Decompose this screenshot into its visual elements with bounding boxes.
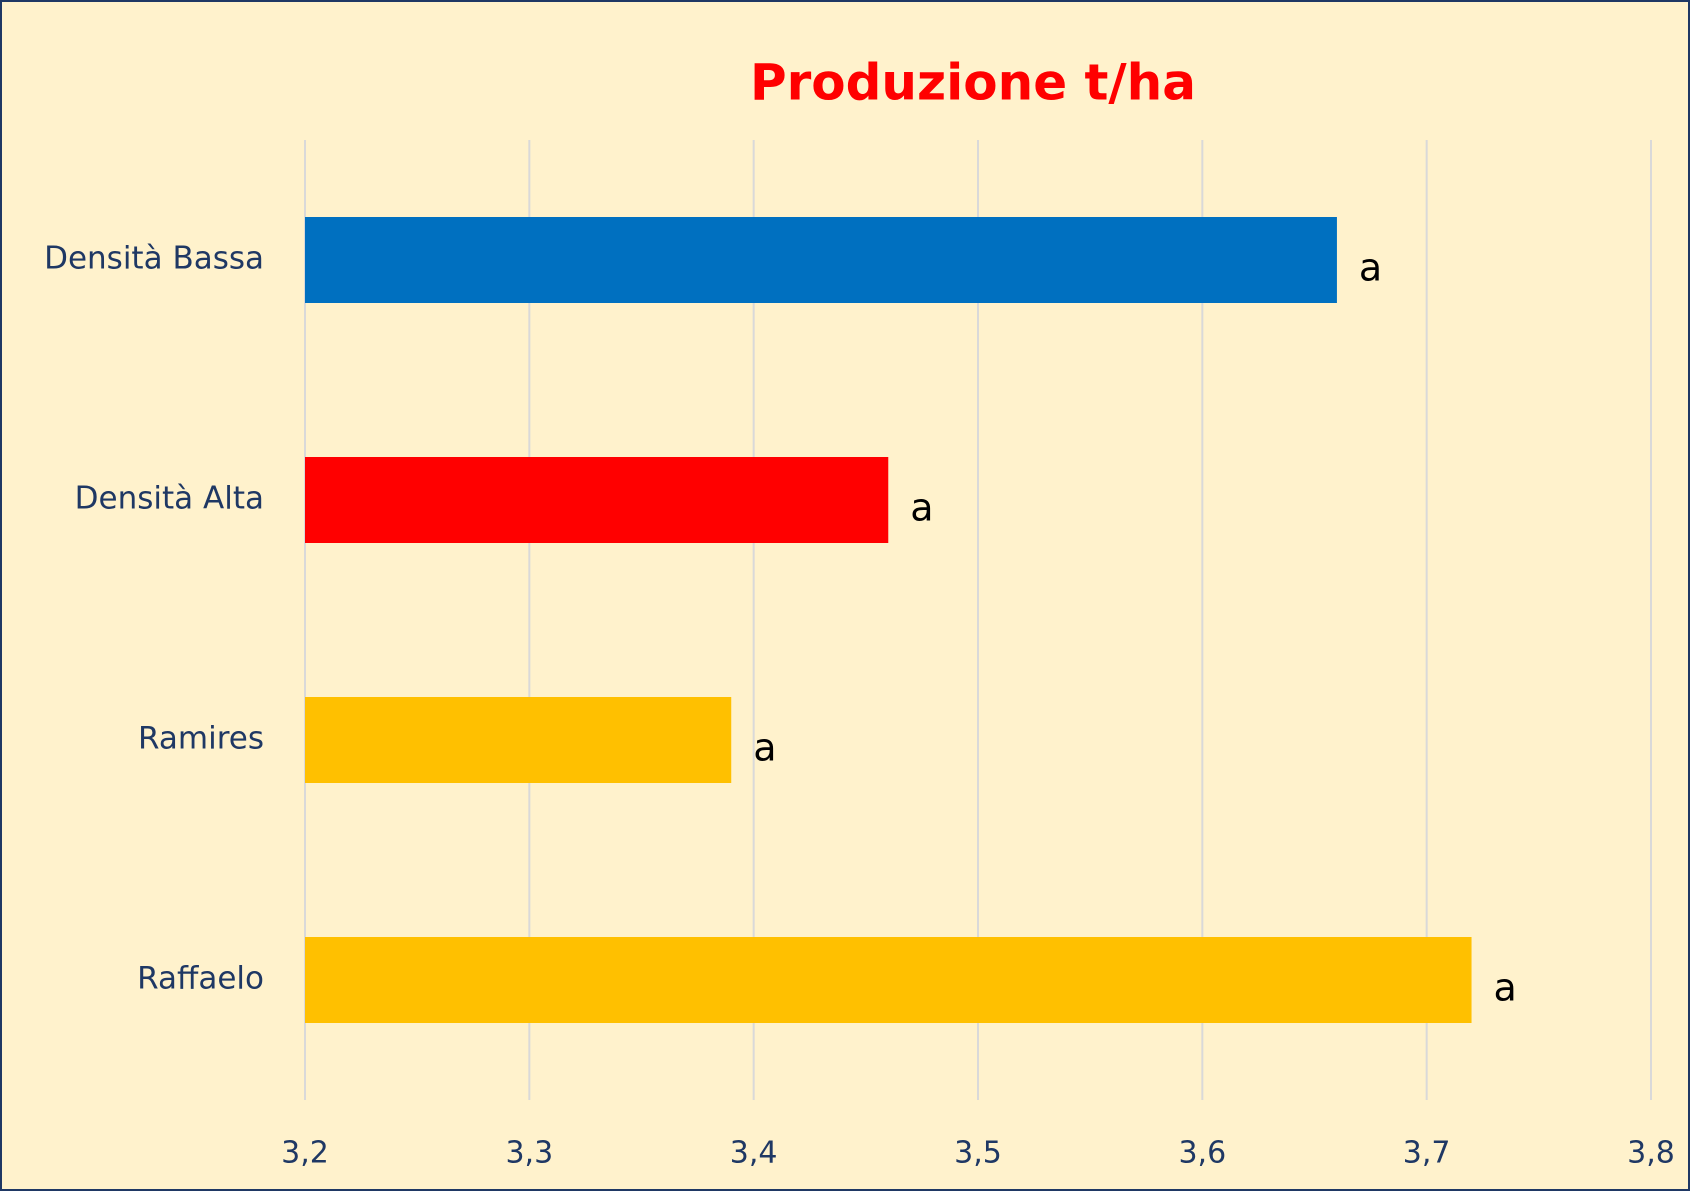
y-tick-label: Densità Bassa <box>44 241 264 277</box>
bar <box>305 217 1337 303</box>
chart-title: Produzione t/ha <box>750 54 1196 112</box>
y-tick-label: Densità Alta <box>75 481 264 517</box>
bar <box>305 937 1472 1023</box>
bar <box>305 697 732 783</box>
x-tick-label: 3,4 <box>730 1136 778 1171</box>
bar-annotation: a <box>753 726 776 770</box>
bar-annotation: a <box>910 486 933 530</box>
x-tick-label: 3,5 <box>954 1136 1002 1171</box>
bar-annotation: a <box>1494 966 1517 1010</box>
x-tick-label: 3,2 <box>281 1136 329 1171</box>
x-tick-label: 3,7 <box>1403 1136 1451 1171</box>
bar-annotation: a <box>1359 246 1382 290</box>
x-tick-label: 3,6 <box>1178 1136 1226 1171</box>
y-tick-label: Ramires <box>138 721 264 757</box>
bar <box>305 457 889 543</box>
x-tick-label: 3,3 <box>505 1136 553 1171</box>
y-tick-label: Raffaelo <box>137 961 264 997</box>
x-tick-label: 3,8 <box>1627 1136 1675 1171</box>
